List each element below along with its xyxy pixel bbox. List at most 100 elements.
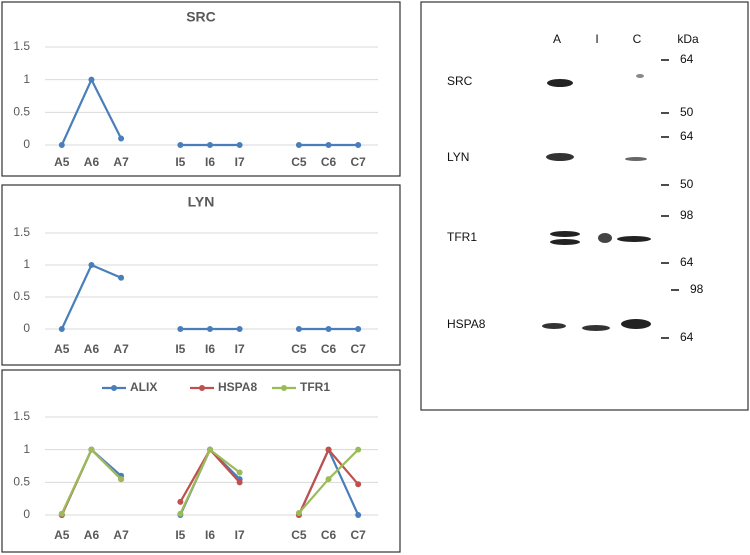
- x-tick-label: I6: [205, 528, 215, 542]
- point: [207, 446, 213, 453]
- x-tick-label: C6: [321, 155, 337, 169]
- point: [177, 498, 184, 505]
- point: [355, 142, 362, 148]
- point: [325, 142, 332, 148]
- x-tick-label: I6: [205, 155, 215, 169]
- point: [118, 135, 125, 142]
- point: [295, 510, 302, 517]
- y-tick-label: 0: [23, 507, 30, 521]
- band: [621, 319, 651, 329]
- band: [598, 233, 612, 243]
- y-tick-label: 1.5: [13, 39, 30, 53]
- point: [325, 476, 332, 483]
- band: [550, 239, 580, 245]
- band: [550, 231, 580, 237]
- point: [295, 142, 302, 148]
- legend-swatch: [199, 385, 205, 391]
- x-tick-label: I6: [205, 342, 215, 356]
- marker-label: 50: [680, 177, 694, 191]
- y-tick-label: 0: [23, 321, 30, 335]
- legend-swatch: [281, 385, 287, 391]
- point: [325, 446, 332, 453]
- point: [207, 326, 213, 332]
- x-tick-label: A6: [84, 342, 100, 356]
- protein-label: HSPA8: [447, 317, 486, 331]
- protein-label: TFR1: [447, 230, 477, 244]
- marker-label: 50: [680, 105, 694, 119]
- band: [542, 323, 566, 329]
- y-tick-label: 0.5: [13, 475, 30, 489]
- band: [617, 236, 651, 242]
- band: [636, 74, 644, 78]
- point: [58, 326, 65, 332]
- x-tick-label: C5: [291, 342, 307, 356]
- chart-title: LYN: [188, 194, 215, 210]
- blot-frame: [420, 1, 749, 411]
- point: [355, 481, 362, 488]
- y-tick-label: 1: [23, 72, 30, 86]
- y-tick-label: 1: [23, 257, 30, 271]
- x-tick-label: C6: [321, 528, 337, 542]
- x-tick-label: C5: [291, 155, 307, 169]
- point: [177, 510, 184, 517]
- point: [118, 476, 125, 483]
- x-tick-label: A7: [113, 155, 129, 169]
- point: [118, 274, 125, 281]
- legend-swatch: [111, 385, 117, 391]
- unit-label: kDa: [677, 32, 699, 46]
- y-tick-label: 0: [23, 137, 30, 151]
- lane-label: I: [595, 32, 598, 46]
- y-tick-label: 1.5: [13, 225, 30, 239]
- x-tick-label: C7: [351, 342, 367, 356]
- marker-label: 98: [690, 282, 704, 296]
- point: [207, 142, 213, 148]
- x-tick-label: A5: [54, 155, 70, 169]
- point: [236, 479, 243, 486]
- marker-label: 64: [680, 52, 694, 66]
- chart-frame: [1, 184, 401, 366]
- protein-label: SRC: [447, 74, 473, 88]
- point: [88, 446, 95, 453]
- x-tick-label: I7: [235, 342, 245, 356]
- y-tick-label: 1.5: [13, 409, 30, 423]
- x-tick-label: A7: [113, 342, 129, 356]
- point: [236, 326, 243, 332]
- x-tick-label: I5: [175, 155, 185, 169]
- point: [177, 142, 184, 148]
- x-tick-label: I5: [175, 528, 185, 542]
- chart-frame: [1, 369, 401, 553]
- x-tick-label: A7: [113, 528, 129, 542]
- point: [88, 76, 95, 83]
- point: [325, 326, 332, 332]
- x-tick-label: C7: [351, 155, 367, 169]
- legend-label: ALIX: [130, 380, 157, 394]
- band: [547, 79, 573, 87]
- band: [582, 325, 610, 331]
- protein-label: LYN: [447, 150, 469, 164]
- x-tick-label: I5: [175, 342, 185, 356]
- x-tick-label: I7: [235, 528, 245, 542]
- x-tick-label: A6: [84, 155, 100, 169]
- band: [625, 157, 647, 161]
- point: [88, 262, 95, 268]
- x-tick-label: C7: [351, 528, 367, 542]
- point: [236, 469, 243, 476]
- point: [236, 142, 243, 148]
- x-tick-label: C6: [321, 342, 337, 356]
- chart-frame: [1, 1, 401, 177]
- chart-title: SRC: [186, 9, 216, 25]
- y-tick-label: 0.5: [13, 105, 30, 119]
- point: [355, 326, 362, 332]
- point: [177, 326, 184, 332]
- marker-label: 64: [680, 330, 694, 344]
- band: [546, 153, 574, 161]
- x-tick-label: A5: [54, 528, 70, 542]
- point: [355, 512, 362, 518]
- marker-label: 64: [680, 255, 694, 269]
- marker-label: 64: [680, 129, 694, 143]
- point: [58, 510, 65, 517]
- x-tick-label: A6: [84, 528, 100, 542]
